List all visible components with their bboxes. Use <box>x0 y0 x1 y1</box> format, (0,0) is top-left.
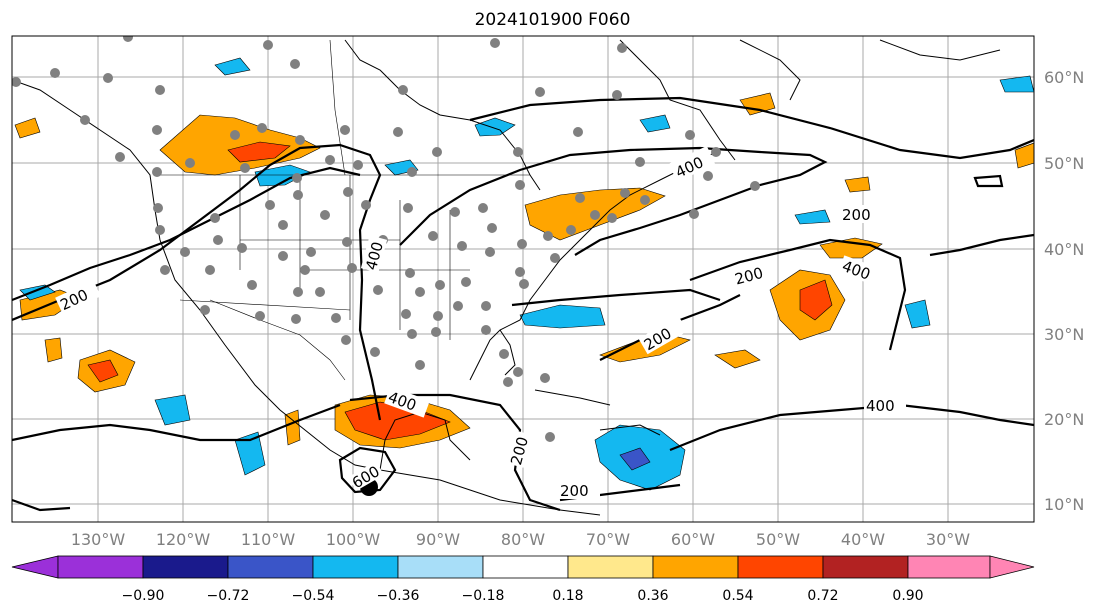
svg-text:0.36: 0.36 <box>637 588 668 604</box>
svg-text:50°N: 50°N <box>1044 154 1084 173</box>
svg-text:30°N: 30°N <box>1044 325 1084 344</box>
svg-text:100°W: 100°W <box>326 530 381 549</box>
svg-text:−0.90: −0.90 <box>122 588 165 604</box>
colorbar-bin <box>652 555 739 579</box>
svg-text:200: 200 <box>842 206 871 224</box>
svg-text:0.72: 0.72 <box>807 588 838 604</box>
svg-text:80°W: 80°W <box>501 530 545 549</box>
svg-text:30°W: 30°W <box>926 530 970 549</box>
svg-text:200: 200 <box>560 482 589 500</box>
svg-text:40°N: 40°N <box>1044 240 1084 259</box>
station-markers <box>12 36 760 442</box>
colorbar-bin <box>312 555 399 579</box>
svg-text:70°W: 70°W <box>586 530 630 549</box>
svg-text:60°W: 60°W <box>671 530 715 549</box>
svg-text:40°W: 40°W <box>841 530 885 549</box>
colorbar-bin <box>57 555 144 579</box>
longitude-labels: 130°W 120°W 110°W 100°W 90°W 80°W 70°W 6… <box>71 530 970 549</box>
svg-text:60°N: 60°N <box>1044 68 1084 87</box>
svg-text:10°N: 10°N <box>1044 495 1084 514</box>
coastlines <box>12 39 1001 516</box>
colorbar-bin <box>567 555 654 579</box>
map-title: 2024101900 F060 <box>474 10 631 30</box>
colorbar-bin <box>822 555 909 579</box>
svg-text:0.90: 0.90 <box>892 588 923 604</box>
svg-text:−0.36: −0.36 <box>377 588 420 604</box>
svg-text:0.54: 0.54 <box>722 588 753 604</box>
colorbar-bin <box>737 555 824 579</box>
map-frame <box>11 35 1035 523</box>
political-borders <box>155 39 530 381</box>
svg-text:400: 400 <box>866 397 895 415</box>
colorbar-bin <box>907 555 991 579</box>
colorbar-ticks: −0.90 −0.72 −0.54 −0.36 −0.18 0.18 0.36 … <box>122 588 924 604</box>
svg-text:120°W: 120°W <box>156 530 211 549</box>
contour-labels: 400 400 200 200 200 200 400 200 400 400 … <box>57 153 895 500</box>
colorbar-extend-low <box>11 555 59 579</box>
colorbar <box>11 555 1035 579</box>
svg-text:130°W: 130°W <box>71 530 126 549</box>
svg-text:50°W: 50°W <box>756 530 800 549</box>
svg-text:20°N: 20°N <box>1044 410 1084 429</box>
colorbar-bin <box>142 555 229 579</box>
svg-text:−0.72: −0.72 <box>207 588 250 604</box>
svg-text:−0.18: −0.18 <box>462 588 505 604</box>
svg-text:90°W: 90°W <box>416 530 460 549</box>
height-contours <box>12 96 1034 512</box>
colorbar-bin <box>397 555 484 579</box>
svg-text:110°W: 110°W <box>241 530 296 549</box>
svg-text:0.18: 0.18 <box>552 588 583 604</box>
latitude-labels: 60°N 50°N 40°N 30°N 20°N 10°N <box>1044 68 1084 514</box>
colorbar-bin <box>482 555 569 579</box>
colorbar-extend-high <box>989 555 1035 579</box>
svg-text:−0.54: −0.54 <box>292 588 335 604</box>
colorbar-bin <box>227 555 314 579</box>
